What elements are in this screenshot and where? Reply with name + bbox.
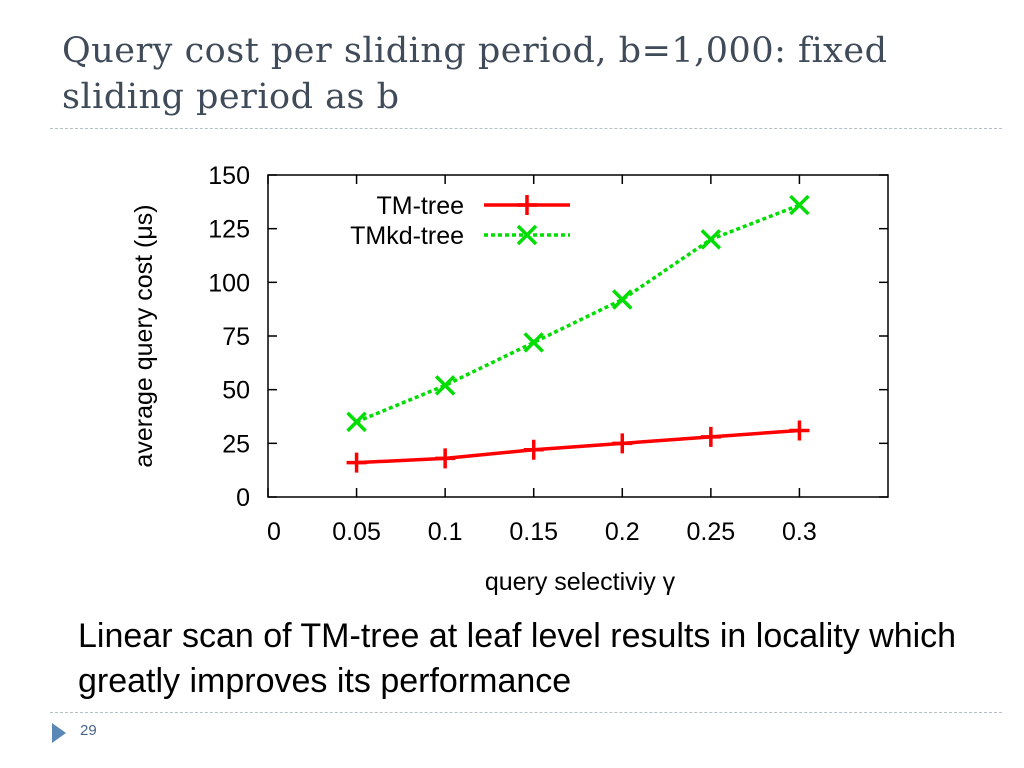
data-point <box>435 448 456 469</box>
x-tick-label: 0 <box>267 518 281 546</box>
footer-divider <box>50 712 1002 713</box>
x-axis-label: query selectiviy γ <box>485 568 676 596</box>
data-point <box>789 194 810 216</box>
x-tick-label: 0.15 <box>509 518 558 546</box>
data-point <box>612 433 633 454</box>
data-point <box>523 332 544 353</box>
data-point <box>346 452 367 473</box>
y-tick-label: 125 <box>208 216 250 244</box>
legend-marker <box>516 224 538 246</box>
x-tick-label: 0.05 <box>332 518 381 546</box>
data-point <box>700 229 722 250</box>
series-tm-tree <box>346 420 810 473</box>
data-point <box>523 439 544 460</box>
slide-title: Query cost per sliding period, b=1,000: … <box>62 31 888 117</box>
y-tick-label: 0 <box>236 484 250 512</box>
y-axis: 0 25 50 75 100 125 150 <box>208 162 888 512</box>
data-point <box>700 426 721 447</box>
x-tick-label: 0.2 <box>605 518 640 546</box>
data-point <box>346 411 367 433</box>
legend-label: TMkd-tree <box>350 222 464 250</box>
y-tick-label: 75 <box>222 323 250 351</box>
series-layer <box>346 194 810 473</box>
x-tick-label: 0.1 <box>428 518 463 546</box>
legend-marker <box>517 195 537 215</box>
y-tick-label: 100 <box>208 269 250 297</box>
footer-arrow-icon <box>52 723 66 743</box>
page-number: 29 <box>80 722 97 739</box>
y-axis-label: average query cost (μs) <box>130 204 158 467</box>
legend-label: TM-tree <box>377 192 465 220</box>
x-tick-label: 0.25 <box>687 518 736 546</box>
y-tick-label: 50 <box>222 377 250 405</box>
x-axis: 0 0.05 0.1 0.15 0.2 0.25 0.3 <box>267 175 817 546</box>
x-tick-label: 0.3 <box>782 518 817 546</box>
y-tick-label: 25 <box>222 430 250 458</box>
series-line <box>356 428 800 465</box>
data-point <box>434 375 456 396</box>
title-divider <box>50 128 1002 129</box>
slide-caption: Linear scan of TM-tree at leaf level res… <box>78 617 957 700</box>
data-point <box>612 289 633 310</box>
series-line <box>355 203 801 424</box>
data-point <box>789 420 810 441</box>
y-tick-label: 150 <box>208 162 250 190</box>
series-tmkd-tree <box>346 194 810 433</box>
